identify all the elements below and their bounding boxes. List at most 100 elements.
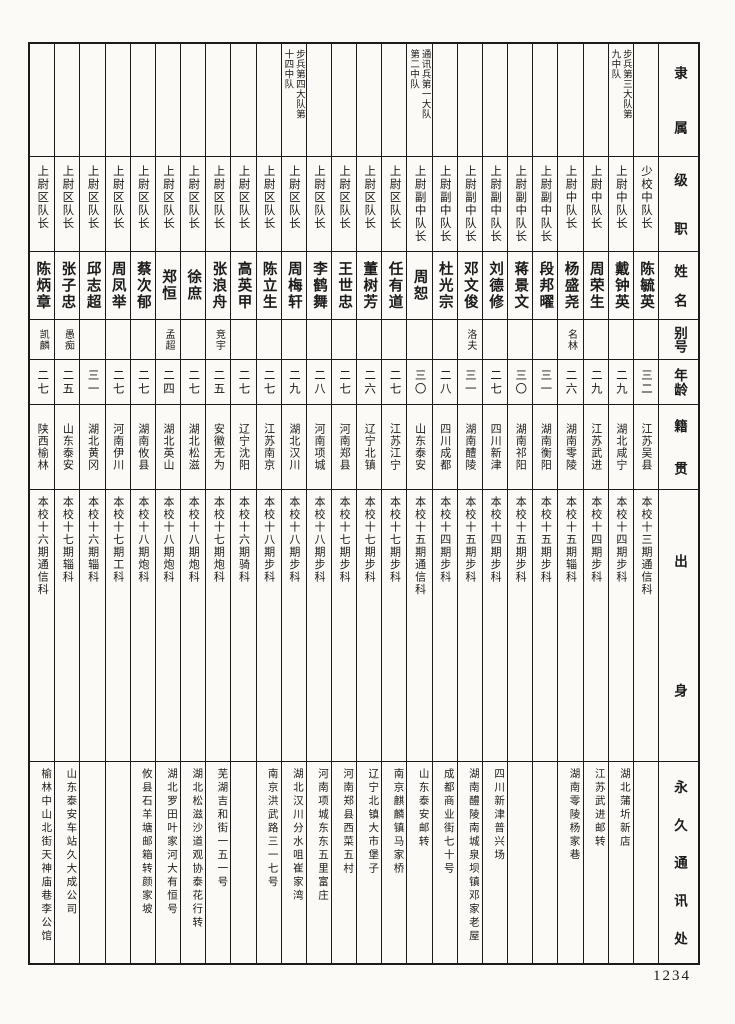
age-cell: 二七 xyxy=(105,360,130,405)
address-cell xyxy=(634,762,658,963)
name-cell: 董树芳 xyxy=(357,252,382,320)
address-cell: 榆林中山北街天神庙巷李公馆 xyxy=(40,768,52,944)
rank-cell: 上尉区队长 xyxy=(80,157,105,252)
alias-cell: 孟超 xyxy=(155,320,181,360)
address-cell xyxy=(533,762,557,963)
alias-cell xyxy=(608,320,633,360)
person-column: 上尉副中队长 邓文俊 洛夫 三一 湖南醴陵 本校十五期步科 湖南醴陵南城泉坝镇邓… xyxy=(456,44,482,963)
alias-cell xyxy=(633,320,658,360)
alias-cell xyxy=(331,320,357,360)
age-cell: 二八 xyxy=(432,360,457,405)
alias-cell: 名林 xyxy=(558,320,583,360)
background-cell: 本校十七期辎科 xyxy=(55,490,80,762)
person-column: 上尉区队长 周凤举 二七 河南伊川 本校十七期工科 xyxy=(104,44,130,963)
name-cell: 陈毓英 xyxy=(633,252,658,320)
affiliation-cell xyxy=(256,44,281,157)
age-cell: 二七 xyxy=(30,360,55,405)
name-cell: 周凤举 xyxy=(105,252,130,320)
native-place-cell: 四川新津 xyxy=(482,405,508,490)
name-cell: 杨盛尧 xyxy=(558,252,583,320)
address-cell xyxy=(231,762,255,963)
background-cell: 本校十八期步科 xyxy=(306,490,331,762)
age-cell: 二七 xyxy=(482,360,508,405)
background-cell: 本校十八期步科 xyxy=(256,490,281,762)
header-alias: 别号 xyxy=(659,320,698,360)
name-cell: 杜光宗 xyxy=(432,252,457,320)
affiliation-cell xyxy=(533,44,558,157)
native-place-cell: 四川成都 xyxy=(432,405,457,490)
name-cell: 蒋景文 xyxy=(508,252,533,320)
rank-cell: 上尉中队长 xyxy=(608,157,633,252)
person-column: 上尉区队长 高英甲 二七 辽宁沈阳 本校十六期骑科 xyxy=(230,44,256,963)
alias-cell xyxy=(482,320,508,360)
alias-cell xyxy=(508,320,533,360)
affiliation-cell xyxy=(155,44,181,157)
person-column: 上尉区队长 李鹤舞 二八 河南项城 本校十八期步科 河南项城东东五里富庄 xyxy=(305,44,331,963)
rank-cell: 上尉中队长 xyxy=(583,157,608,252)
background-cell: 本校十六期骑科 xyxy=(231,490,256,762)
background-cell: 本校十四期步科 xyxy=(432,490,457,762)
roster-table: 隶属 级职 姓名 别号 年龄 籍贯 出身 永久通讯处 少校中队长 陈毓英 三二 … xyxy=(28,42,700,965)
alias-cell xyxy=(533,320,558,360)
address-cell: 山东泰安邮转 xyxy=(417,768,429,849)
name-cell: 周恕 xyxy=(407,252,432,320)
rank-cell: 上尉中队长 xyxy=(558,157,583,252)
background-cell: 本校十四期步科 xyxy=(482,490,508,762)
person-column: 上尉副中队长 蒋景文 三〇 湖南祁阳 本校十五期步科 xyxy=(507,44,533,963)
alias-cell xyxy=(382,320,407,360)
header-native-place: 籍贯 xyxy=(659,405,698,490)
address-cell: 攸县石羊塘邮箱转颜家坡 xyxy=(140,768,152,917)
background-cell: 本校十四期步科 xyxy=(583,490,608,762)
alias-cell: 凯麟 xyxy=(30,320,55,360)
background-cell: 本校十七期步科 xyxy=(357,490,382,762)
affiliation-cell xyxy=(633,44,658,157)
age-cell: 二七 xyxy=(130,360,155,405)
person-column: 上尉区队长 郑恒 孟超 二四 湖北英山 本校十八期炮科 湖北罗田叶家河大有恒号 xyxy=(154,44,181,963)
name-cell: 刘德修 xyxy=(482,252,508,320)
person-column: 上尉区队长 张浪舟 竞宇 二五 安徽无为 本校十七期炮科 芜湖吉和街一五一号 xyxy=(205,44,231,963)
background-cell: 本校十四期步科 xyxy=(608,490,633,762)
native-place-cell: 江苏武进 xyxy=(583,405,608,490)
age-cell: 二六 xyxy=(558,360,583,405)
name-cell: 郑恒 xyxy=(155,252,181,320)
alias-cell xyxy=(105,320,130,360)
alias-cell xyxy=(181,320,206,360)
native-place-cell: 江苏南京 xyxy=(256,405,281,490)
rank-cell: 上尉副中队长 xyxy=(457,157,482,252)
address-cell: 山东泰安车站久大成公司 xyxy=(65,768,77,917)
person-column: 上尉区队长 张子忠 愚痴 二五 山东泰安 本校十七期辎科 山东泰安车站久大成公司 xyxy=(54,44,80,963)
native-place-cell: 河南郑县 xyxy=(331,405,357,490)
affiliation-cell xyxy=(558,44,583,157)
native-place-cell: 安徽无为 xyxy=(206,405,231,490)
name-cell: 戴钟英 xyxy=(608,252,633,320)
age-cell: 二五 xyxy=(206,360,231,405)
rank-cell: 上尉副中队长 xyxy=(533,157,558,252)
background-cell: 本校十五期步科 xyxy=(457,490,482,762)
rank-cell: 少校中队长 xyxy=(633,157,658,252)
rank-cell: 上尉区队长 xyxy=(331,157,357,252)
background-cell: 本校十八期步科 xyxy=(281,490,306,762)
address-cell: 辽宁北镇大市堡子 xyxy=(367,768,379,876)
header-column: 隶属 级职 姓名 别号 年龄 籍贯 出身 永久通讯处 xyxy=(658,44,698,963)
person-column: 通讯兵第一大队第二中队 上尉副中队长 周恕 三〇 山东泰安 本校十五期通信科 山… xyxy=(406,44,432,963)
person-column: 上尉中队长 周荣生 二九 江苏武进 本校十四期步科 江苏武进邮转 xyxy=(582,44,608,963)
affiliation-cell xyxy=(508,44,533,157)
age-cell: 二九 xyxy=(281,360,306,405)
rank-cell: 上尉副中队长 xyxy=(482,157,508,252)
affiliation-text: 通讯兵第一大队第二中队 xyxy=(408,49,430,119)
age-cell: 二五 xyxy=(55,360,80,405)
address-cell: 成都商业街七十号 xyxy=(442,768,454,876)
background-cell: 本校十五期辎科 xyxy=(558,490,583,762)
header-address: 永久通讯处 xyxy=(672,780,687,945)
rank-cell: 上尉副中队长 xyxy=(407,157,432,252)
affiliation-text: 步兵第四大队第十四中队 xyxy=(282,49,304,119)
affiliation-cell xyxy=(206,44,231,157)
native-place-cell: 湖北松滋 xyxy=(181,405,206,490)
age-cell: 三〇 xyxy=(407,360,432,405)
address-cell: 湖北罗田叶家河大有恒号 xyxy=(166,768,178,917)
header-rank: 级职 xyxy=(659,157,698,252)
alias-cell xyxy=(583,320,608,360)
native-place-cell: 山东泰安 xyxy=(407,405,432,490)
address-cell: 南京麒麟镇马家桥 xyxy=(392,768,404,876)
person-column: 步兵第四大队第十四中队 上尉区队长 周梅轩 二九 湖北汉川 本校十八期步科 湖北… xyxy=(280,44,306,963)
